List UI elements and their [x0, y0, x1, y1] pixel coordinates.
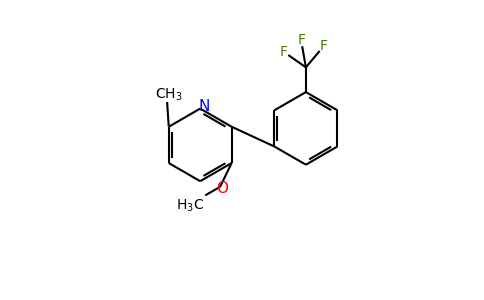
Text: O: O [216, 181, 228, 196]
Text: F: F [319, 39, 328, 53]
Text: N: N [198, 99, 210, 114]
Text: CH$_3$: CH$_3$ [155, 86, 182, 103]
Text: F: F [297, 33, 305, 47]
Text: F: F [279, 45, 287, 58]
Text: H$_3$C: H$_3$C [176, 197, 204, 214]
